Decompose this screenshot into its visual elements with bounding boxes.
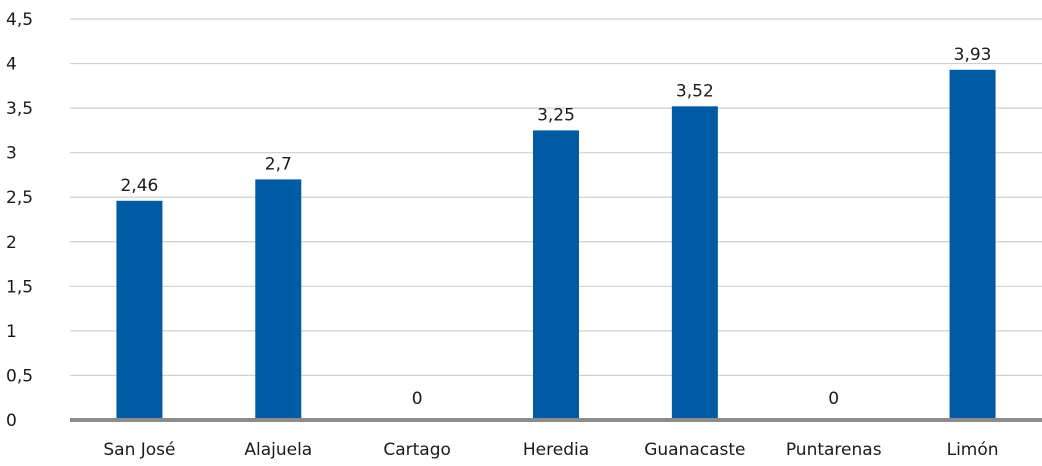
y-tick-label: 0 [6,411,17,431]
bar [116,200,163,420]
data-label: 3,25 [537,105,575,125]
y-tick-label: 4,5 [6,10,33,30]
bar [533,130,579,420]
data-labels: 2,46 2,7 0 3,25 3,52 0 3,93 [120,45,991,409]
x-category-label: Alajuela [244,440,312,460]
data-label: 0 [828,389,839,409]
x-category-label: Heredia [523,440,589,460]
bar [255,179,302,420]
x-category-label: Puntarenas [786,440,882,460]
bar [949,69,996,420]
y-tick-label: 2,5 [6,188,33,208]
x-category-label: Guanacaste [644,440,745,460]
y-tick-label: 2 [6,233,17,253]
y-tick-label: 0,5 [6,366,33,386]
data-label: 3,93 [954,45,992,65]
bar [671,106,718,420]
x-axis-category-labels: San José Alajuela Cartago Heredia Guanacaste… [103,440,998,460]
y-axis-tick-labels: 0 0,5 1 1,5 2 2,5 3 3,5 4 4,5 [6,10,33,431]
y-tick-label: 1 [6,322,17,342]
y-tick-label: 1,5 [6,277,33,297]
y-tick-label: 4 [6,55,17,75]
y-tick-label: 3 [6,144,17,164]
bars [116,69,996,420]
data-label: 2,7 [265,154,292,174]
data-label: 0 [412,389,423,409]
x-category-label: San José [103,440,175,460]
data-label: 3,52 [676,81,714,101]
y-tick-label: 3,5 [6,99,33,119]
x-category-label: Cartago [383,440,451,460]
x-category-label: Limón [947,440,999,460]
data-label: 2,46 [120,176,158,196]
